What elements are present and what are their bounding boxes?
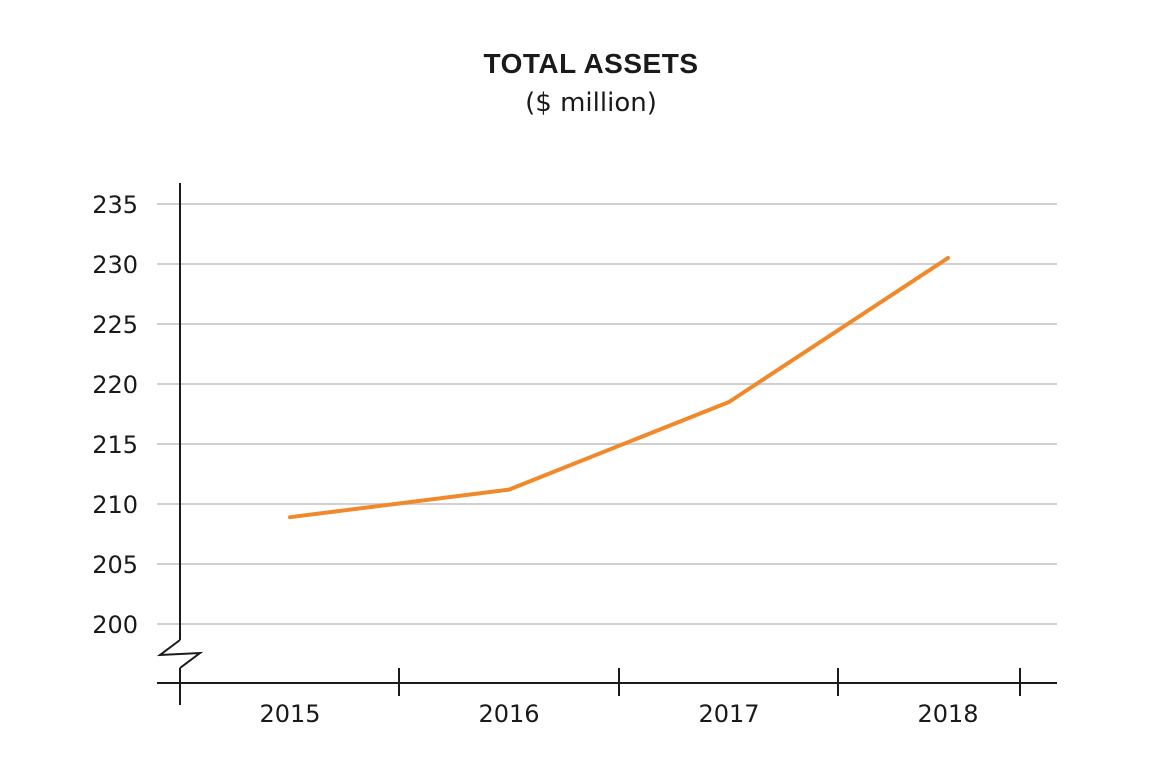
- y-tick-label: 200: [92, 611, 138, 639]
- y-tick-label: 215: [92, 431, 138, 459]
- y-tick-label: 235: [92, 191, 138, 219]
- series-line: [288, 256, 950, 520]
- x-tick-label: 2016: [478, 700, 539, 728]
- axes: [156, 183, 1057, 705]
- x-tick-label: 2017: [698, 700, 759, 728]
- axis-break-icon: [156, 639, 204, 669]
- gridlines: [157, 203, 1057, 625]
- y-tick-label: 225: [92, 311, 138, 339]
- series-line-path: [288, 256, 950, 520]
- x-tick-label: 2018: [917, 700, 978, 728]
- y-tick-label: 210: [92, 491, 138, 519]
- y-tick-label: 205: [92, 551, 138, 579]
- y-axis-ticks: 200 205 210 215 220 225 230 235: [92, 191, 180, 639]
- x-axis-ticks: 2015 2016 2017 2018: [259, 668, 1021, 728]
- chart-title: TOTAL ASSETS: [483, 48, 699, 79]
- chart-subtitle: ($ million): [525, 88, 657, 118]
- x-tick-label: 2015: [259, 700, 320, 728]
- y-tick-label: 230: [92, 251, 138, 279]
- y-tick-label: 220: [92, 371, 138, 399]
